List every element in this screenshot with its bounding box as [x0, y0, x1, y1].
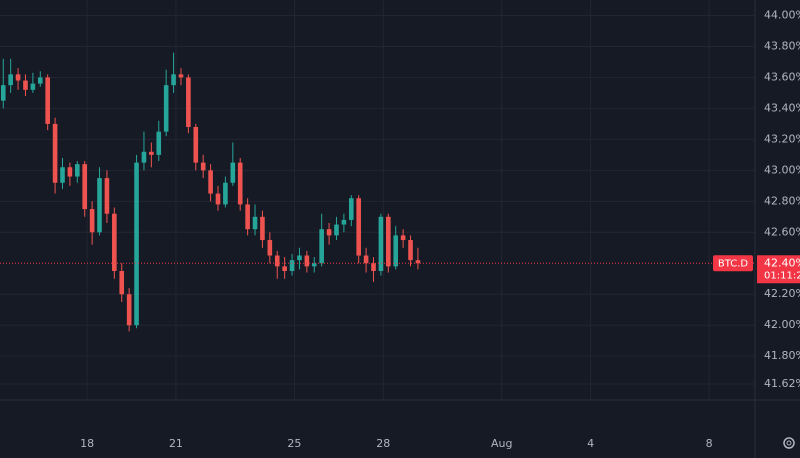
y-tick-label: 42.00% — [764, 318, 800, 331]
candle-body — [178, 74, 184, 78]
x-tick-label: 25 — [287, 437, 301, 450]
candle-body — [415, 260, 421, 264]
candle-body — [334, 224, 339, 236]
candle-body — [60, 167, 65, 183]
y-tick-label: 43.00% — [764, 163, 800, 176]
candle-body — [304, 255, 310, 267]
candle-body — [97, 178, 102, 233]
candle-body — [37, 77, 43, 84]
countdown-label: 01:11:2 — [764, 270, 800, 281]
candle-body — [319, 229, 324, 264]
y-tick-label: 43.80% — [764, 39, 800, 52]
candle-body — [126, 294, 132, 326]
y-tick-label: 41.80% — [764, 349, 800, 362]
candle-body — [400, 235, 406, 241]
symbol-badge — [713, 255, 753, 272]
y-tick-label: 43.60% — [764, 70, 800, 83]
candle-body — [363, 255, 369, 264]
candle-body — [260, 216, 265, 241]
candle-body — [45, 77, 50, 124]
candle-body — [15, 74, 21, 81]
candle-body — [326, 229, 332, 236]
candle-body — [193, 126, 199, 163]
candle-body — [112, 213, 117, 272]
candle-body — [75, 164, 80, 177]
candle-body — [23, 80, 28, 90]
candle-body — [245, 204, 250, 230]
x-tick-label: 21 — [169, 437, 183, 450]
y-tick-label: 42.60% — [764, 225, 800, 238]
candle-body — [0, 85, 6, 101]
candle-body — [67, 167, 73, 177]
candle-body — [223, 182, 228, 205]
y-tick-label: 42.20% — [764, 287, 800, 300]
candle-body — [89, 209, 95, 233]
x-tick-label: 8 — [706, 437, 713, 450]
candle-body — [149, 151, 154, 155]
candle-body — [134, 162, 139, 326]
candle-body — [82, 164, 88, 210]
gear[interactable] — [783, 437, 795, 449]
y-tick-label: 43.20% — [764, 132, 800, 145]
candle-body — [274, 255, 280, 267]
candle-body — [371, 263, 376, 272]
candle-body — [378, 216, 384, 272]
y-tick-label: 44.00% — [764, 8, 800, 21]
candle-body — [171, 74, 176, 86]
candle-body — [163, 85, 169, 132]
candle-body — [311, 263, 317, 267]
candle-body — [104, 178, 110, 214]
candle-body — [356, 198, 361, 256]
candle-body — [215, 193, 221, 205]
candle-body — [186, 77, 191, 127]
x-tick-label: 28 — [376, 437, 390, 450]
candle-body — [252, 216, 258, 230]
settings-icon[interactable] — [783, 437, 795, 449]
price-badge — [757, 255, 800, 284]
candle-body — [386, 216, 391, 267]
candle-body — [141, 151, 147, 163]
y-tick-label: 43.40% — [764, 101, 800, 114]
x-tick-label: Aug — [491, 437, 512, 450]
symbol-label: BTC.D — [718, 258, 749, 269]
candle-body — [208, 170, 213, 194]
candle-body — [282, 266, 287, 272]
candle-body — [119, 271, 125, 295]
y-tick-label: 41.62% — [764, 377, 800, 390]
x-tick-label: 18 — [80, 437, 94, 450]
y-tick-label: 42.80% — [764, 194, 800, 207]
gear-center[interactable] — [786, 440, 792, 446]
candle-body — [30, 83, 36, 90]
candle-body — [156, 131, 162, 155]
candle-body — [200, 162, 206, 171]
candle-body — [297, 255, 302, 261]
x-tick-label: 4 — [587, 437, 594, 450]
candle-body — [237, 162, 243, 205]
candle-body — [289, 260, 295, 272]
candle-body — [230, 162, 236, 183]
candle-body — [8, 74, 13, 86]
candle-body — [52, 123, 58, 183]
candle-body — [341, 219, 347, 225]
candle-body — [408, 240, 413, 261]
candle-body — [348, 198, 354, 220]
price-label: 42.40% — [764, 256, 800, 269]
candle-body — [267, 240, 273, 256]
candle-body — [393, 235, 399, 267]
